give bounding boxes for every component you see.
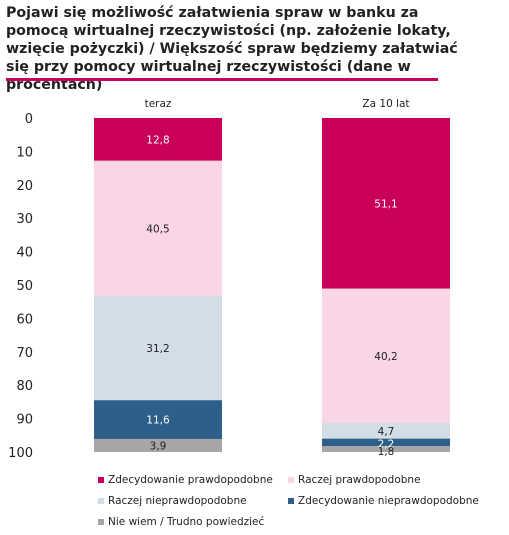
title-underline [6,78,438,81]
legend: Zdecydowanie prawdopodobne Raczej prawdop… [98,464,498,534]
legend-label: Nie wiem / Trudno powiedzieć [108,516,265,528]
data-label: 12,8 [146,134,169,146]
bar-segment [322,422,450,439]
data-label: 2,2 [378,439,395,451]
bar-segment [322,445,450,452]
data-label: 4,7 [378,426,395,438]
y-tick-label: 100 [8,446,33,461]
y-tick-label: 90 [16,413,33,428]
legend-label: Raczej nieprawdopodobne [108,495,247,507]
legend-label: Zdecydowanie prawdopodobne [108,474,273,486]
bar-segment [322,438,450,446]
data-label: 40,2 [374,351,397,363]
category-label: Za 10 lat [362,98,409,110]
y-tick-label: 70 [16,346,33,361]
stacked-bar-chart: 0 10 20 30 40 50 60 70 80 90 100 teraz Za 10 lat 12,8… [8,98,450,461]
data-label: 3,9 [150,440,167,452]
bar-segment [94,160,222,297]
category-label: teraz [145,98,172,110]
legend-swatch [288,498,294,504]
y-tick-label: 50 [16,279,33,294]
legend-item: Nie wiem / Trudno powiedzieć [98,516,264,528]
legend-swatch [288,477,294,483]
legend-swatch [98,498,104,504]
legend-label: Raczej prawdopodobne [298,474,421,486]
bar-segment [322,118,450,289]
y-tick-label: 30 [16,212,33,227]
bar-segment [94,438,222,452]
data-label: 51,1 [374,198,397,210]
legend-item: Raczej prawdopodobne [288,474,421,486]
chart-title: Pojawi się możliwość załatwienia spraw w… [6,5,458,93]
data-label: 1,8 [378,446,395,458]
y-tick-label: 60 [16,312,33,327]
y-tick-label: 20 [16,179,33,194]
bar-segment [94,118,222,161]
legend-item: Zdecydowanie nieprawdopodobne [288,495,479,507]
legend-label: Zdecydowanie nieprawdopodobne [298,495,479,507]
bar-segment [94,400,222,439]
bar-segment [94,296,222,401]
y-tick-label: 40 [16,246,33,261]
legend-item: Raczej nieprawdopodobne [98,495,247,507]
data-label: 31,2 [146,343,169,355]
legend-swatch [98,519,104,525]
data-label: 40,5 [146,223,169,235]
y-tick-label: 80 [16,379,33,394]
bar-segment [322,288,450,423]
legend-swatch [98,477,104,483]
y-tick-label: 10 [16,145,33,160]
data-label: 11,6 [146,415,170,427]
legend-item: Zdecydowanie prawdopodobne [98,474,273,486]
y-tick-label: 0 [25,112,33,127]
